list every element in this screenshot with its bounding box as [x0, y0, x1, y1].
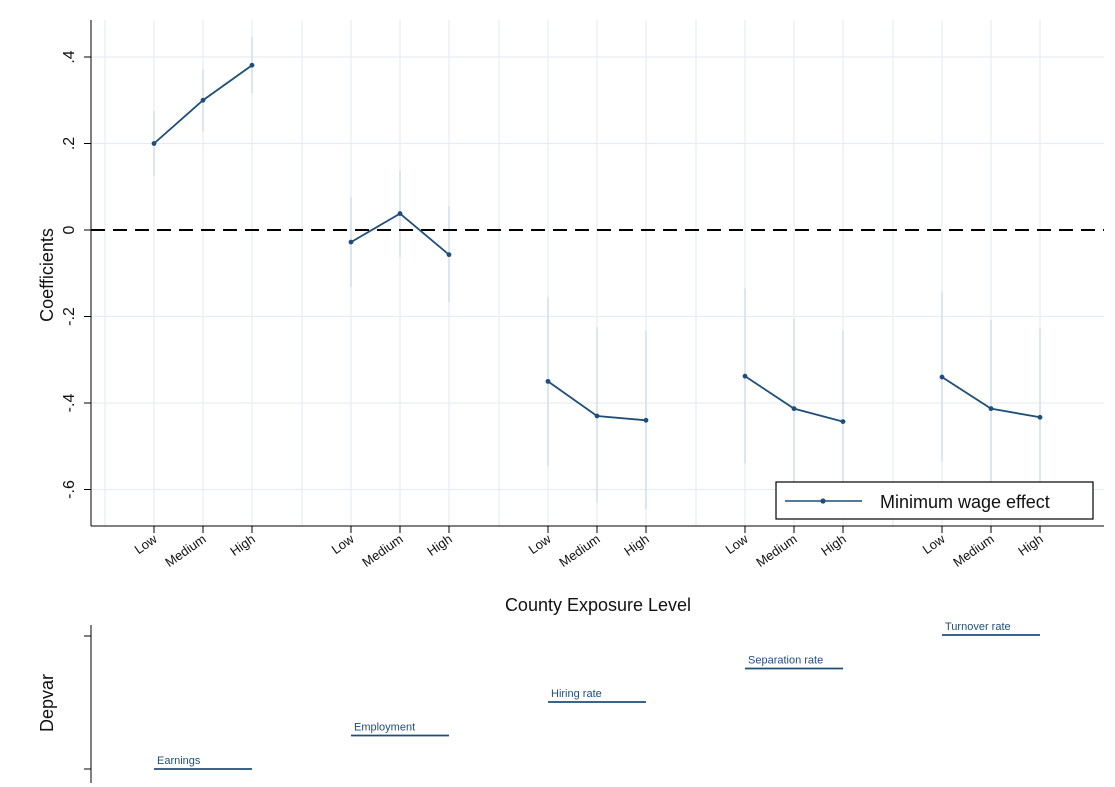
y-tick-label: .4	[61, 50, 78, 63]
data-point	[446, 252, 452, 258]
depvar-label: Separation rate	[748, 655, 823, 667]
data-point	[1037, 414, 1043, 420]
x-tick-label: High	[621, 531, 652, 559]
x-tick-label: High	[818, 531, 849, 559]
data-point	[151, 141, 157, 146]
x-tick-label: High	[227, 531, 258, 559]
x-axis-ticks: Low Medium High Low Medium High Low Medium High L…	[132, 526, 1046, 570]
series-points	[151, 62, 1043, 424]
data-point	[249, 62, 255, 68]
depvar-label: Earnings	[157, 755, 201, 767]
legend-marker	[820, 498, 826, 504]
data-point	[397, 211, 403, 216]
data-point	[594, 413, 600, 419]
data-point	[742, 373, 748, 379]
y-tick-label: .2	[61, 137, 78, 150]
x-tick-label: Medium	[753, 531, 799, 570]
depvar-y-axis-title: Depvar	[37, 674, 57, 732]
x-tick-label: Medium	[162, 531, 208, 570]
legend-label: Minimum wage effect	[880, 492, 1050, 512]
depvar-label: Employment	[354, 722, 415, 734]
x-tick-label: High	[424, 531, 455, 559]
data-point	[988, 406, 994, 412]
x-tick-label: Medium	[556, 531, 602, 570]
x-tick-label: Low	[526, 531, 555, 557]
data-point	[200, 97, 206, 103]
x-tick-label: Low	[329, 531, 358, 557]
x-axis-title: County Exposure Level	[505, 595, 691, 615]
y-axis-title: Coefficients	[37, 228, 57, 322]
coefficient-plot: .4.20-.2-.4-.6 Low Medium High Low Medium Hig…	[37, 20, 1104, 615]
legend: Minimum wage effect	[775, 481, 1094, 520]
depvar-panel: Depvar Earnings Employment Hiring rate Sepa…	[37, 621, 1040, 783]
data-point	[643, 417, 649, 423]
data-point	[348, 239, 354, 245]
data-point	[939, 374, 945, 380]
data-point	[840, 419, 846, 424]
data-point	[791, 406, 797, 412]
data-point	[545, 378, 551, 384]
x-tick-label: Low	[920, 531, 949, 557]
x-tick-label: Low	[723, 531, 752, 557]
depvar-segments: Earnings Employment Hiring rate Separation …	[154, 621, 1040, 770]
x-tick-label: Low	[132, 531, 161, 557]
depvar-label: Hiring rate	[551, 688, 602, 700]
y-tick-label: -.6	[61, 480, 78, 499]
x-tick-label: Medium	[950, 531, 996, 570]
y-tick-label: -.2	[61, 307, 78, 326]
y-axis-ticks: .4 .2 0 -.2 -.4 -.6	[61, 50, 91, 499]
x-tick-label: Medium	[359, 531, 405, 570]
depvar-label: Turnover rate	[945, 621, 1011, 633]
x-tick-label: High	[1015, 531, 1046, 559]
y-tick-label: -.4	[61, 394, 78, 413]
y-tick-label: 0	[61, 225, 78, 234]
